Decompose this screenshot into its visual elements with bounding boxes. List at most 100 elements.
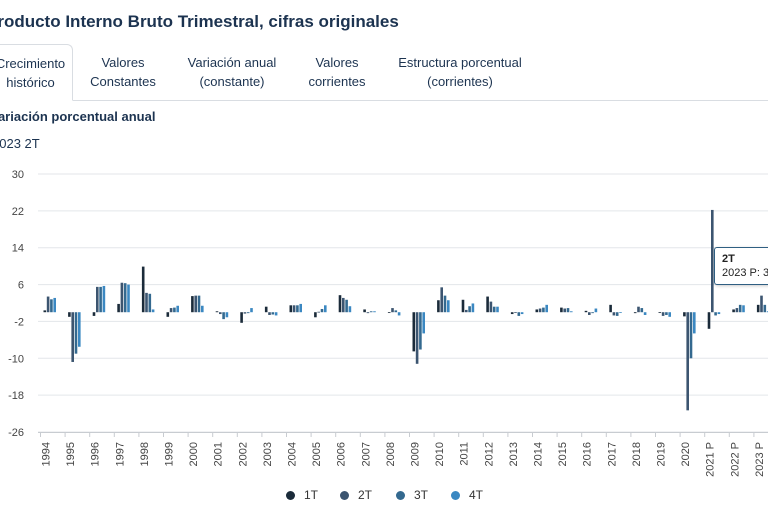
bar-1t	[363, 309, 366, 313]
bar-3t	[443, 295, 447, 313]
x-tick-label: 2007	[360, 442, 372, 466]
x-tick-label: 2003	[262, 442, 274, 466]
y-tick-label: -26	[8, 427, 24, 439]
tab-label-line2: Constantes	[90, 74, 156, 89]
bar-2t	[612, 312, 616, 316]
bar-2t	[711, 209, 714, 313]
bar-4t	[348, 306, 352, 313]
bar-4t	[545, 304, 548, 313]
tab-crecimiento-historico[interactable]: Crecimiento histórico	[0, 44, 73, 101]
bar-2t	[342, 297, 345, 313]
bar-2t	[96, 286, 99, 313]
tooltip-value: 2023 P: 3.6	[722, 267, 768, 279]
bar-3t	[99, 286, 102, 313]
bar-2t	[366, 312, 370, 314]
bar-2t	[686, 312, 689, 411]
bar-1t	[535, 309, 539, 313]
bar-4t	[422, 312, 425, 334]
bar-1t	[338, 295, 342, 313]
bar-2t	[563, 308, 566, 313]
bar-3t	[148, 293, 152, 313]
bar-4t	[520, 312, 524, 315]
bar-4t	[447, 300, 450, 313]
legend-item-1t[interactable]: 1T	[286, 488, 318, 502]
bar-1t	[461, 299, 465, 313]
bar-2t	[637, 306, 640, 313]
bar-1t	[707, 312, 711, 329]
legend-item-4t[interactable]: 4T	[451, 488, 483, 502]
bar-4t	[250, 308, 253, 313]
legend-label: 1T	[304, 488, 319, 502]
x-tick-label: 2008	[385, 442, 397, 466]
x-tick-label: 2013	[508, 442, 520, 466]
bar-4t	[668, 312, 671, 317]
bar-3t	[419, 312, 422, 350]
x-tick-label: 2020	[680, 442, 692, 466]
bar-2t	[538, 308, 542, 313]
bar-3t	[320, 308, 324, 313]
bar-4t	[471, 303, 475, 313]
bar-4t	[102, 285, 106, 313]
x-tick-label: 1995	[65, 442, 77, 466]
x-tick-label: 2015	[557, 442, 569, 466]
tab-variacion-anual[interactable]: Variación anual (constante)	[178, 44, 286, 100]
x-tick-label: 2022 P	[729, 442, 741, 477]
tab-label-line2: corrientes	[308, 74, 366, 89]
bar-1t	[92, 312, 96, 316]
y-tick-label: 22	[12, 206, 24, 218]
bar-2t	[317, 311, 320, 313]
bar-1t	[166, 312, 170, 317]
x-tick-label: 1994	[41, 442, 53, 466]
bar-4t	[151, 309, 155, 313]
bar-1t	[240, 312, 243, 323]
tab-valores-corrientes[interactable]: Valores corrientes	[296, 44, 378, 100]
bar-2t	[661, 312, 665, 316]
x-tick-label: 2000	[188, 442, 200, 466]
bar-3t	[50, 299, 53, 313]
legend-item-2t[interactable]: 2T	[340, 488, 372, 502]
bar-3t	[615, 312, 619, 316]
x-tick-label: 2005	[311, 442, 323, 466]
bar-3t	[468, 306, 471, 313]
bar-4t	[594, 308, 598, 313]
bar-1t	[609, 304, 612, 313]
tab-estructura-porcentual[interactable]: Estructura porcentual (corrientes)	[388, 44, 532, 100]
y-tick-label: -18	[8, 390, 24, 402]
period-label: 2023 2T	[0, 136, 40, 151]
bar-1t	[215, 311, 219, 313]
legend-label: 4T	[469, 488, 484, 502]
tab-valores-constantes[interactable]: Valores Constantes	[78, 44, 168, 100]
bar-2t	[735, 308, 739, 313]
bar-4t	[496, 306, 499, 313]
bar-3t	[714, 312, 717, 316]
bar-chart: 30 22 14 6 -2 -10 -18 -26 1994 1995 1996 1997 1998 19…	[8, 169, 768, 477]
bar-3t	[566, 308, 570, 313]
x-tick-label: 2023 P	[754, 442, 766, 477]
bar-4t	[717, 312, 721, 315]
bar-4t	[127, 284, 130, 313]
bar-2t	[243, 312, 247, 314]
bar-4t	[225, 312, 229, 318]
tab-label-line2: (constante)	[199, 74, 265, 89]
bar-2t	[760, 295, 763, 313]
x-tick-label: 2009	[410, 442, 422, 466]
bar-2t	[169, 308, 173, 313]
bar-3t	[689, 312, 693, 359]
bar-3t	[492, 306, 496, 313]
bar-1t	[756, 304, 760, 313]
bar-2t	[46, 296, 50, 313]
tab-label-line1: Variación anual	[187, 55, 277, 70]
bar-3t	[665, 312, 668, 315]
tab-label-line1: Estructura porcentual	[398, 55, 522, 70]
bar-3t	[517, 312, 521, 316]
bar-2t	[268, 312, 271, 315]
x-tick-label: 1997	[114, 442, 126, 466]
legend-item-3t[interactable]: 3T	[396, 488, 428, 502]
bar-1t	[658, 312, 662, 314]
tab-bar: Crecimiento histórico Valores Constantes…	[0, 44, 768, 101]
x-tick-label: 2017	[606, 442, 618, 466]
page-title: Producto Interno Bruto Trimestral, cifra…	[0, 12, 399, 31]
bar-1t	[732, 309, 735, 313]
bar-2t	[514, 312, 517, 314]
bar-2t	[219, 312, 222, 315]
